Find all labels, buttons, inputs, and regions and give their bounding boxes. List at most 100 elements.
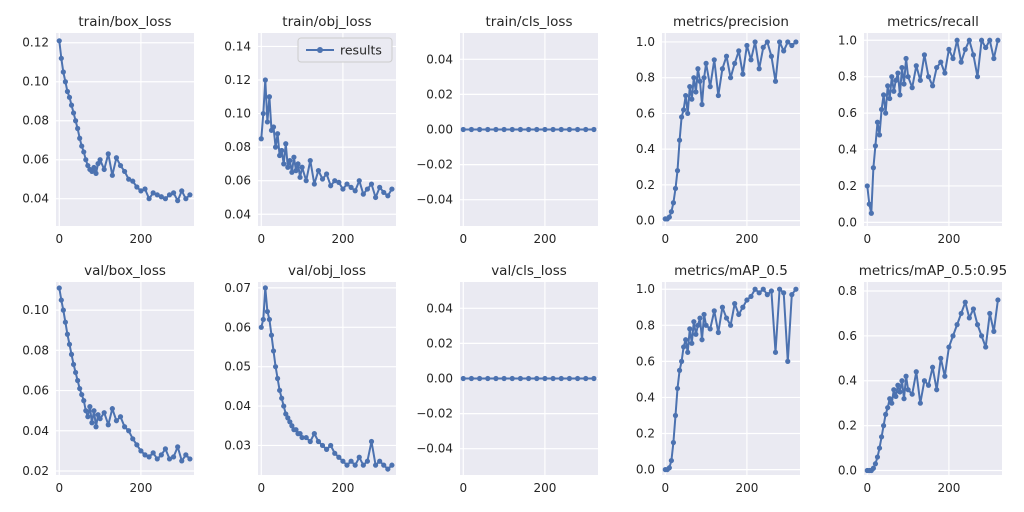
data-point (891, 88, 897, 94)
data-point (789, 292, 795, 298)
data-point (344, 462, 350, 468)
data-point (97, 157, 103, 163)
data-point (962, 299, 968, 305)
data-point (793, 39, 799, 45)
data-point (158, 452, 164, 458)
data-point (678, 114, 685, 120)
data-point (295, 161, 301, 167)
data-point (299, 164, 305, 170)
data-point (887, 396, 893, 402)
y-tick-label: 0.2 (838, 179, 857, 193)
data-point (389, 186, 395, 192)
data-point (364, 458, 371, 464)
data-point (89, 168, 95, 175)
y-tick-label: 0.00 (426, 372, 453, 386)
data-point (476, 375, 483, 382)
data-point (789, 42, 795, 49)
y-tick-label: 0.04 (426, 301, 453, 315)
data-point (264, 119, 270, 125)
x-tick-label: 200 (129, 481, 152, 495)
data-point (279, 395, 285, 401)
data-point (101, 166, 107, 173)
y-tick-label: 0.8 (838, 284, 857, 298)
data-point (105, 422, 111, 428)
data-point (266, 94, 273, 100)
data-point (146, 196, 152, 202)
data-point (719, 304, 726, 310)
data-point (707, 326, 713, 332)
x-tick-label: 0 (863, 232, 871, 246)
y-tick-label: 0.07 (224, 281, 251, 295)
data-point (274, 131, 281, 137)
data-point (75, 125, 81, 132)
data-point (776, 39, 783, 45)
data-point (987, 37, 993, 43)
data-point (340, 458, 346, 464)
y-tick-label: 0.00 (426, 123, 453, 137)
data-point (736, 48, 742, 54)
data-point (113, 155, 120, 161)
data-point (291, 154, 297, 160)
data-point (297, 431, 303, 437)
y-tick-label: 0.4 (838, 374, 857, 388)
y-tick-label: 0.04 (224, 207, 251, 221)
data-point (566, 126, 573, 133)
y-tick-label: 0.2 (838, 419, 857, 433)
data-point (699, 101, 705, 108)
data-point (70, 361, 77, 368)
data-point (727, 322, 734, 328)
data-point (666, 465, 672, 471)
data-point (93, 424, 99, 430)
data-point (905, 387, 911, 393)
data-point (768, 53, 775, 59)
data-point (272, 364, 279, 370)
data-point (676, 137, 683, 143)
data-point (283, 141, 289, 147)
y-tick-label: 0.4 (636, 390, 655, 404)
y-tick-label: 0.10 (22, 75, 49, 89)
data-point (711, 57, 717, 63)
data-point (876, 132, 883, 138)
data-point (109, 406, 115, 412)
data-point (917, 77, 923, 83)
y-tick-label: 0.4 (636, 142, 655, 156)
x-tick-label: 0 (257, 481, 265, 495)
x-tick-label: 0 (661, 232, 669, 246)
legend: results (297, 37, 393, 63)
data-point (77, 135, 83, 141)
data-point (895, 70, 901, 76)
data-point (909, 85, 915, 91)
data-point (146, 454, 152, 460)
data-point (56, 38, 62, 44)
data-point (534, 375, 540, 382)
data-point (285, 415, 291, 421)
data-point (942, 70, 948, 76)
y-tick-label: 0.6 (838, 329, 857, 343)
data-point (501, 126, 507, 133)
data-point (785, 358, 791, 364)
data-point (901, 81, 907, 87)
data-point (970, 52, 977, 58)
data-point (315, 168, 322, 174)
y-tick-label: 0.6 (838, 106, 857, 120)
data-point (289, 423, 295, 429)
data-point (476, 126, 483, 133)
data-point (772, 78, 779, 84)
x-tick-label: 200 (533, 481, 556, 495)
data-point (81, 149, 87, 155)
subplot-7: val/cls_loss 0 200 −0.04 −0.02 0.00 0.02 0.04 (416, 263, 598, 495)
plot-area (864, 33, 1002, 226)
x-tick-label: 0 (863, 481, 871, 495)
y-tick-label: 0.02 (426, 87, 453, 101)
data-point (166, 192, 173, 198)
y-tick-label: 0.02 (22, 464, 49, 478)
data-point (880, 92, 887, 98)
data-point (323, 171, 330, 177)
data-point (336, 454, 342, 460)
x-tick-label: 0 (661, 481, 669, 495)
data-point (525, 126, 532, 133)
data-point (732, 301, 738, 307)
data-point (287, 419, 293, 425)
data-point (793, 286, 799, 292)
data-point (776, 286, 783, 292)
